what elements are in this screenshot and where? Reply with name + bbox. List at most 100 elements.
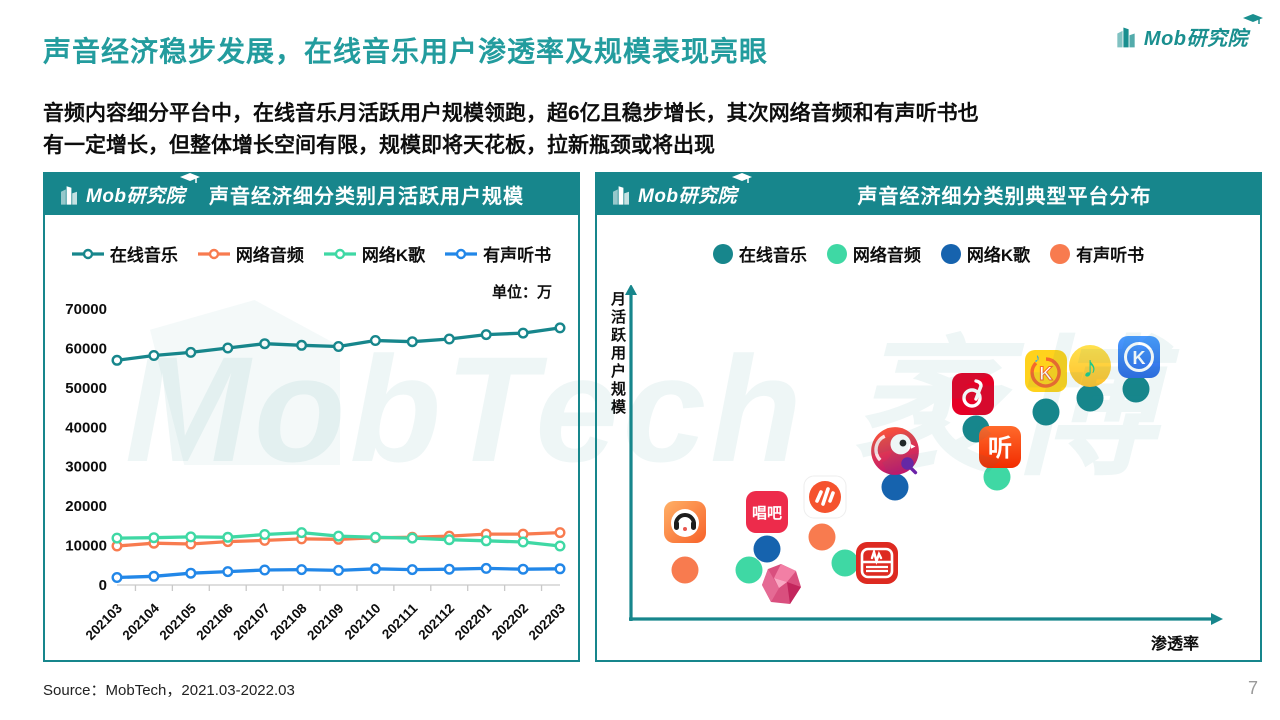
building-icon bbox=[613, 185, 629, 205]
svg-text:202109: 202109 bbox=[304, 601, 346, 643]
svg-text:♪: ♪ bbox=[1082, 351, 1097, 384]
scatter-dot-lizhi bbox=[735, 556, 763, 584]
netease-cloud-music-icon bbox=[951, 372, 995, 416]
svg-text:202103: 202103 bbox=[83, 600, 126, 643]
line-marker-icon bbox=[71, 248, 104, 259]
ximalaya-icon: 听 bbox=[978, 425, 1022, 469]
line-marker-icon bbox=[445, 248, 478, 259]
scatter-dot-ximalaya bbox=[983, 463, 1011, 491]
qingting-fm-icon bbox=[855, 541, 899, 585]
svg-text:202106: 202106 bbox=[193, 600, 236, 643]
building-icon bbox=[61, 185, 77, 205]
scatter-dot-qingting-fm bbox=[831, 549, 859, 577]
svg-text:202111: 202111 bbox=[379, 600, 421, 642]
svg-text:30000: 30000 bbox=[65, 459, 107, 476]
svg-text:202201: 202201 bbox=[452, 600, 495, 643]
lizhi-icon bbox=[759, 562, 803, 606]
svg-text:60000: 60000 bbox=[65, 340, 107, 357]
svg-text:202104: 202104 bbox=[120, 600, 163, 643]
changba-icon: 唱吧 bbox=[745, 490, 789, 534]
scatter-dot-kuwo-music bbox=[1122, 375, 1150, 403]
legend-item-3: 有声听书 bbox=[1050, 241, 1144, 266]
qq-music-icon: ♪ bbox=[1068, 344, 1112, 388]
line-chart-legend: 在线音乐 网络音频 网络K歌 有声听书 bbox=[45, 241, 578, 266]
legend-item-0: 在线音乐 bbox=[71, 241, 178, 266]
legend-label: 有声听书 bbox=[483, 246, 552, 265]
right-panel-header: Mob研究院 声音经济细分类别典型平台分布 bbox=[597, 173, 1260, 215]
scatter-dot-kugou-music bbox=[1032, 398, 1060, 426]
svg-text:10000: 10000 bbox=[65, 538, 107, 555]
kuwo-music-icon: K bbox=[1117, 335, 1161, 379]
lazy-audio-icon bbox=[663, 500, 707, 544]
right-panel-title: 声音经济细分类别典型平台分布 bbox=[857, 186, 1152, 208]
page-number: 7 bbox=[1247, 678, 1258, 698]
scatter-dot-lazy-audio bbox=[671, 556, 699, 584]
right-panel-body: 在线音乐 网络音频 网络K歌 有声听书 月活跃用户规模 渗透率 唱吧听 K ♪ ♪ K bbox=[597, 215, 1260, 662]
svg-text:0: 0 bbox=[99, 577, 107, 594]
legend-label: 网络音频 bbox=[852, 246, 921, 265]
svg-text:202202: 202202 bbox=[489, 601, 531, 643]
legend-label: 在线音乐 bbox=[109, 246, 178, 265]
circle-marker-icon bbox=[1050, 243, 1071, 264]
mob-research-logo-white: Mob研究院 bbox=[609, 173, 753, 208]
building-icon bbox=[1117, 26, 1135, 47]
circle-marker-icon bbox=[712, 243, 733, 264]
left-panel-title: 声音经济细分类别月活跃用户规模 bbox=[209, 186, 525, 208]
legend-item-1: 网络音频 bbox=[826, 241, 921, 266]
brand-text: Mob研究院 bbox=[638, 186, 738, 207]
wesing-icon bbox=[870, 426, 920, 476]
source-text: Source：MobTech，2021.03-2022.03 bbox=[43, 682, 295, 699]
svg-text:70000: 70000 bbox=[65, 301, 107, 318]
tomato-changting-icon bbox=[803, 475, 847, 519]
brand-text: Mob研究院 bbox=[1143, 28, 1248, 50]
svg-text:K: K bbox=[1133, 348, 1146, 368]
left-panel-body: 在线音乐 网络音频 网络K歌 有声听书 单位：万 0 10000 20000 3000… bbox=[45, 215, 578, 662]
scatter-dot-tomato-changting bbox=[808, 523, 836, 551]
legend-label: 在线音乐 bbox=[738, 246, 807, 265]
scatter-legend: 在线音乐 网络音频 网络K歌 有声听书 bbox=[597, 241, 1260, 266]
svg-text:唱吧: 唱吧 bbox=[752, 505, 782, 522]
subtitle-line-1: 音频内容细分平台中，在线音乐月活跃用户规模领跑，超6亿且稳步增长，其次网络音频和… bbox=[43, 102, 979, 125]
circle-marker-icon bbox=[940, 243, 961, 264]
svg-text:202112: 202112 bbox=[415, 601, 457, 643]
line-marker-icon bbox=[197, 248, 230, 259]
brand-text: Mob研究院 bbox=[86, 186, 186, 207]
scatter-axes bbox=[625, 285, 1223, 625]
x-axis-label: 渗透率 bbox=[1150, 636, 1199, 653]
graduation-cap-icon bbox=[1243, 14, 1263, 24]
mau-line-chart-panel: Mob研究院 声音经济细分类别月活跃用户规模 在线音乐 网络音频 网络K歌 bbox=[43, 172, 580, 662]
line-marker-icon bbox=[323, 248, 356, 259]
legend-label: 网络音频 bbox=[235, 246, 304, 265]
legend-item-1: 网络音频 bbox=[197, 241, 304, 266]
mob-research-logo-white: Mob研究院 bbox=[57, 173, 201, 208]
graduation-cap-icon bbox=[732, 173, 753, 183]
mau-line-chart: 0 10000 20000 30000 40000 50000 60000 70000 2021… bbox=[65, 301, 569, 643]
svg-text:202107: 202107 bbox=[230, 601, 272, 643]
legend-item-3: 有声听书 bbox=[445, 241, 551, 266]
scatter-dot-changba bbox=[753, 535, 781, 563]
scatter-dot-wesing bbox=[881, 473, 909, 501]
circle-marker-icon bbox=[826, 243, 847, 264]
svg-text:♪: ♪ bbox=[1034, 351, 1040, 365]
svg-text:202105: 202105 bbox=[156, 600, 199, 643]
svg-text:202110: 202110 bbox=[342, 601, 384, 643]
svg-text:听: 听 bbox=[988, 435, 1012, 462]
mob-research-logo: Mob研究院 bbox=[1113, 14, 1263, 51]
svg-text:40000: 40000 bbox=[65, 419, 107, 436]
legend-label: 网络K歌 bbox=[361, 246, 426, 265]
unit-label: 单位：万 bbox=[491, 284, 552, 301]
legend-label: 网络K歌 bbox=[966, 246, 1031, 265]
svg-text:K: K bbox=[1039, 364, 1053, 385]
svg-text:202203: 202203 bbox=[526, 600, 569, 643]
page-title: 声音经济稳步发展，在线音乐用户渗透率及规模表现亮眼 bbox=[43, 36, 769, 67]
legend-label: 有声听书 bbox=[1076, 246, 1145, 265]
legend-item-2: 网络K歌 bbox=[940, 241, 1031, 266]
graduation-cap-icon bbox=[180, 173, 201, 183]
svg-text:50000: 50000 bbox=[65, 380, 107, 397]
scatter-plot: 月活跃用户规模 渗透率 唱吧听 K ♪ ♪ K bbox=[609, 285, 1241, 653]
svg-text:202108: 202108 bbox=[267, 600, 310, 643]
page-subtitle: 音频内容细分平台中，在线音乐月活跃用户规模领跑，超6亿且稳步增长，其次网络音频和… bbox=[43, 98, 1243, 162]
subtitle-line-2: 有一定增长，但整体增长空间有限，规模即将天花板，拉新瓶颈或将出现 bbox=[43, 133, 715, 157]
kugou-music-icon: K ♪ bbox=[1024, 349, 1068, 393]
legend-item-0: 在线音乐 bbox=[712, 241, 807, 266]
